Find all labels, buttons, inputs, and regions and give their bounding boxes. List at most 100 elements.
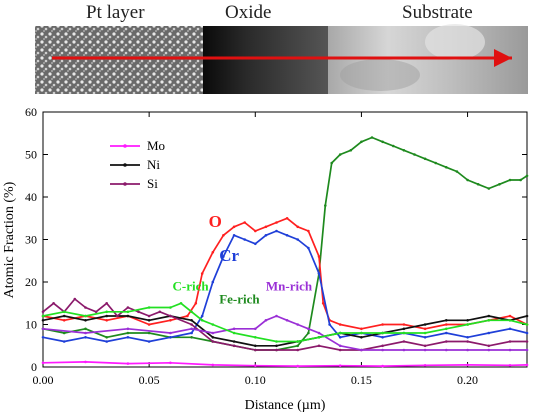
data-point-o bbox=[254, 229, 257, 233]
data-point-fe bbox=[324, 204, 327, 207]
data-point-mo bbox=[525, 363, 529, 367]
data-point-ni bbox=[466, 319, 469, 322]
data-point-o bbox=[423, 327, 427, 331]
data-point-ni bbox=[423, 323, 427, 326]
data-point-c bbox=[296, 340, 300, 343]
x-tick-label: 0.00 bbox=[33, 373, 54, 387]
data-point-mn bbox=[317, 331, 321, 335]
data-point-cr bbox=[466, 336, 469, 339]
legend-label-ni: Ni bbox=[147, 157, 160, 172]
data-point-si bbox=[94, 310, 98, 314]
data-point-si bbox=[116, 314, 119, 318]
data-point-o bbox=[232, 225, 236, 229]
data-point-si bbox=[525, 340, 529, 343]
data-point-mo bbox=[254, 364, 257, 368]
data-point-ni bbox=[254, 344, 257, 348]
data-point-ni bbox=[525, 314, 529, 318]
data-point-mo bbox=[423, 364, 427, 367]
data-point-fe bbox=[338, 153, 342, 156]
data-point-c bbox=[423, 331, 427, 335]
data-point-si bbox=[487, 344, 491, 348]
data-point-ni bbox=[41, 319, 45, 322]
data-point-c bbox=[179, 302, 183, 305]
micrograph-strip: Pt layer Oxide Substrate bbox=[35, 2, 528, 94]
data-point-mn bbox=[466, 348, 469, 352]
data-point-c bbox=[211, 323, 215, 326]
data-point-ni bbox=[211, 336, 215, 339]
data-point-fe bbox=[392, 144, 395, 148]
data-point-ni bbox=[190, 319, 193, 322]
data-point-cr bbox=[328, 323, 331, 326]
x-tick-label: 0.10 bbox=[245, 373, 266, 387]
data-point-ni bbox=[275, 344, 278, 348]
data-point-c bbox=[317, 336, 321, 339]
series-line-mo bbox=[42, 361, 528, 367]
data-point-mn bbox=[169, 331, 172, 335]
data-point-mo bbox=[41, 361, 45, 365]
data-point-o bbox=[243, 221, 246, 224]
data-point-c bbox=[62, 310, 66, 314]
data-point-mn bbox=[307, 327, 310, 331]
data-point-mn bbox=[402, 348, 406, 352]
data-point-cr bbox=[307, 246, 310, 250]
x-tick-label: 0.20 bbox=[457, 373, 478, 387]
legend-label-mo: Mo bbox=[147, 138, 165, 153]
data-point-cr bbox=[147, 340, 151, 343]
y-tick-label: 60 bbox=[25, 105, 37, 119]
series-line-mn bbox=[42, 315, 527, 351]
data-point-si bbox=[41, 310, 45, 314]
y-tick-label: 40 bbox=[25, 190, 37, 204]
data-point-o bbox=[317, 255, 321, 258]
y-axis-label: Atomic Fraction (%) bbox=[2, 181, 17, 298]
data-point-cr bbox=[200, 314, 204, 318]
data-point-fe bbox=[307, 331, 310, 335]
data-point-c bbox=[126, 310, 130, 314]
data-point-c bbox=[84, 314, 87, 318]
data-point-si bbox=[296, 348, 300, 352]
data-point-ni bbox=[487, 314, 491, 318]
data-point-c bbox=[41, 314, 45, 318]
y-tick-label: 10 bbox=[25, 318, 37, 332]
series-line-si bbox=[42, 298, 527, 351]
data-point-o bbox=[381, 323, 384, 326]
legend-marker-mo bbox=[123, 144, 127, 148]
data-point-si bbox=[190, 323, 193, 326]
data-point-c bbox=[105, 310, 108, 314]
data-point-mn bbox=[296, 323, 300, 326]
data-point-si bbox=[211, 340, 215, 343]
data-point-c bbox=[275, 340, 278, 343]
data-point-o bbox=[275, 221, 278, 224]
data-point-mn bbox=[264, 319, 268, 322]
data-point-cr bbox=[105, 340, 108, 343]
data-point-fe bbox=[370, 136, 374, 139]
annotation-cr: Cr bbox=[219, 246, 239, 265]
data-point-mn bbox=[381, 348, 384, 352]
data-point-mo bbox=[169, 361, 172, 365]
series-line-fe bbox=[42, 136, 528, 351]
data-point-o bbox=[296, 225, 300, 229]
data-point-si bbox=[254, 348, 257, 352]
data-point-fe bbox=[190, 336, 193, 339]
pt-layer-region bbox=[35, 26, 203, 94]
series-line-ni bbox=[42, 315, 528, 347]
data-point-c bbox=[190, 310, 193, 314]
data-point-fe bbox=[402, 149, 406, 152]
data-point-fe bbox=[84, 327, 87, 331]
data-point-c bbox=[147, 306, 151, 309]
data-point-cr bbox=[487, 331, 491, 335]
data-point-si bbox=[158, 310, 162, 314]
data-point-c bbox=[200, 319, 204, 322]
data-point-cr bbox=[126, 336, 130, 339]
data-point-cr bbox=[445, 331, 448, 335]
legend-marker-si bbox=[123, 182, 127, 186]
data-point-fe bbox=[349, 149, 353, 152]
data-point-o bbox=[285, 217, 289, 220]
data-point-o bbox=[508, 314, 512, 318]
data-point-o bbox=[62, 319, 66, 322]
data-point-mo bbox=[508, 364, 512, 367]
data-point-o bbox=[222, 234, 225, 237]
y-tick-label: 0 bbox=[31, 360, 37, 374]
data-point-fe bbox=[423, 157, 427, 161]
annotation-mn-rich: Mn-rich bbox=[266, 279, 313, 294]
